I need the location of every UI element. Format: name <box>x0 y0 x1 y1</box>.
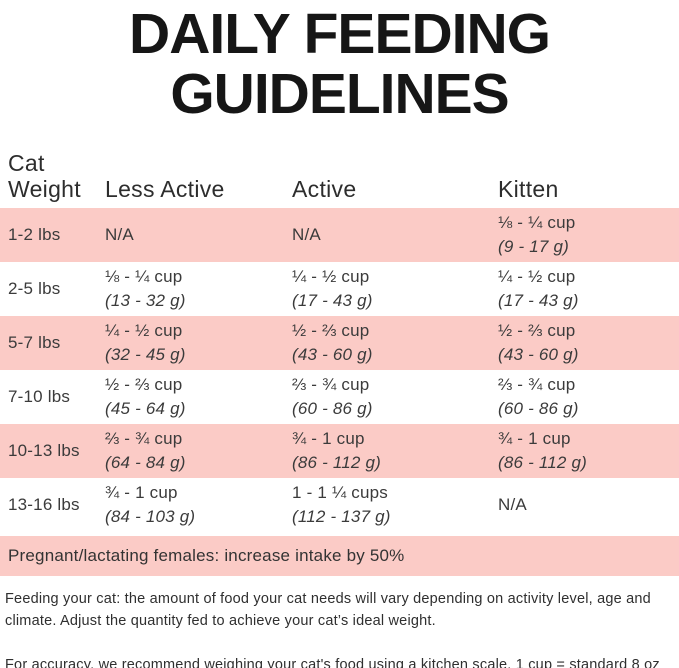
kitten-cell: ¼ - ½ cup (17 - 43 g) <box>498 267 579 310</box>
footer-notes: Feeding your cat: the amount of food you… <box>0 589 679 668</box>
weight-cell: 10-13 lbs <box>8 441 80 460</box>
active-cell: ¼ - ½ cup (17 - 43 g) <box>292 267 373 310</box>
weight-cell: 1-2 lbs <box>8 225 61 244</box>
page-title: DAILY FEEDING GUIDELINES <box>0 4 679 124</box>
page-title-line1: DAILY FEEDING <box>129 2 551 66</box>
less-active-cell: ⅛ - ¼ cup (13 - 32 g) <box>105 267 186 310</box>
measuring-accuracy-note: For accuracy, we recommend weighing your… <box>5 657 660 668</box>
kitten-cell: N/A <box>498 495 527 514</box>
weight-cell: 13-16 lbs <box>8 495 80 514</box>
weight-cell: 7-10 lbs <box>8 387 71 406</box>
less-active-cell: ½ - ⅔ cup (45 - 64 g) <box>105 375 186 418</box>
active-cell: N/A <box>292 225 321 244</box>
active-cell: ⅔ - ¾ cup (60 - 86 g) <box>292 375 373 418</box>
less-active-cell: ¾ - 1 cup (84 - 103 g) <box>105 483 196 526</box>
feeding-table: Cat Weight Less Active Active Kitten 1-2… <box>0 150 679 532</box>
page-title-line2: GUIDELINES <box>170 62 509 126</box>
less-active-cell: ⅔ - ¾ cup (64 - 84 g) <box>105 429 186 472</box>
active-cell: 1 - 1 ¼ cups (112 - 137 g) <box>292 483 391 526</box>
feeding-advice-note: Feeding your cat: the amount of food you… <box>5 591 651 629</box>
pregnant-lactating-note: Pregnant/lactating females: increase int… <box>8 546 405 565</box>
kitten-cell: ½ - ⅔ cup (43 - 60 g) <box>498 321 579 364</box>
less-active-cell: N/A <box>105 225 134 244</box>
table-row: 1-2 lbs N/A N/A ⅛ - ¼ cup (9 - 17 g) <box>0 208 679 262</box>
weight-cell: 5-7 lbs <box>8 333 61 352</box>
kitten-cell: ⅛ - ¼ cup (9 - 17 g) <box>498 213 576 256</box>
kitten-cell: ⅔ - ¾ cup (60 - 86 g) <box>498 375 579 418</box>
table-row: 5-7 lbs ¼ - ½ cup (32 - 45 g) ½ - ⅔ cup (4… <box>0 316 679 370</box>
active-cell: ¾ - 1 cup (86 - 112 g) <box>292 429 382 472</box>
pregnant-lactating-banner: Pregnant/lactating females: increase int… <box>0 536 679 576</box>
table-row: 2-5 lbs ⅛ - ¼ cup (13 - 32 g) ¼ - ½ cup (1… <box>0 262 679 316</box>
kitten-cell: ¾ - 1 cup (86 - 112 g) <box>498 429 588 472</box>
column-header-kitten: Kitten <box>498 176 559 202</box>
active-cell: ½ - ⅔ cup (43 - 60 g) <box>292 321 373 364</box>
table-row: 7-10 lbs ½ - ⅔ cup (45 - 64 g) ⅔ - ¾ cup(… <box>0 370 679 424</box>
less-active-cell: ¼ - ½ cup (32 - 45 g) <box>105 321 186 364</box>
weight-cell: 2-5 lbs <box>8 279 61 298</box>
table-row: 10-13 lbs ⅔ - ¾ cup (64 - 84 g) ¾ - 1 cup… <box>0 424 679 478</box>
table-header-row: Cat Weight Less Active Active Kitten <box>0 150 679 208</box>
column-header-less-active: Less Active <box>105 176 225 202</box>
table-row: 13-16 lbs ¾ - 1 cup (84 - 103 g) 1 - 1 ¼ … <box>0 478 679 532</box>
column-header-cat-weight: Cat Weight <box>8 150 81 202</box>
column-header-active: Active <box>292 176 357 202</box>
